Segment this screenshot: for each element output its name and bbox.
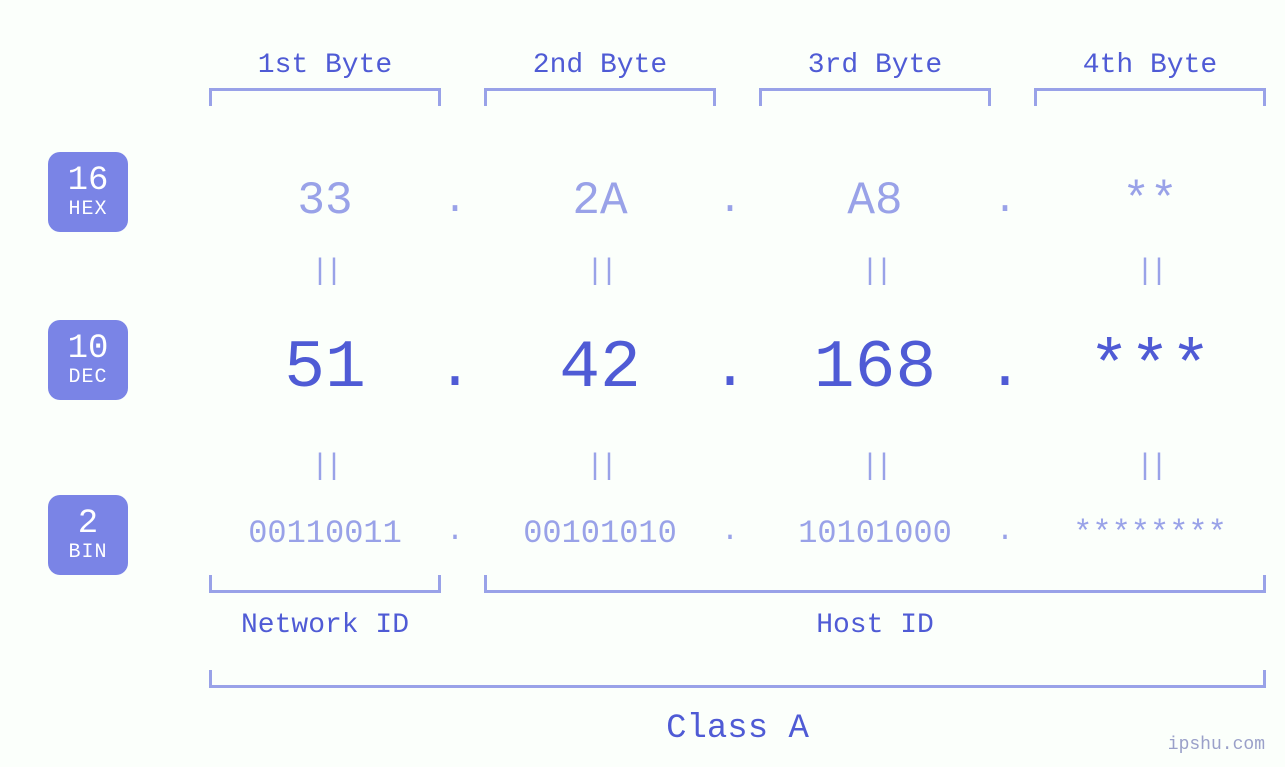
dec-dot-1: . <box>435 336 475 404</box>
bin-byte-4: ******** <box>1030 515 1270 552</box>
eq-hexdec-1: || <box>205 255 445 289</box>
dec-byte-3: 168 <box>755 330 995 407</box>
host-id-label: Host ID <box>480 610 1270 641</box>
dec-badge: 10DEC <box>48 320 128 400</box>
eq-hexdec-2: || <box>480 255 720 289</box>
dec-byte-2: 42 <box>480 330 720 407</box>
eq-decbin-3: || <box>755 450 995 484</box>
class-label: Class A <box>205 710 1270 748</box>
byte-bracket-3 <box>759 88 991 106</box>
byte-bracket-1 <box>209 88 441 106</box>
badge-label: BIN <box>68 542 107 563</box>
hex-badge: 16HEX <box>48 152 128 232</box>
network-id-bracket <box>209 575 441 593</box>
dec-byte-1: 51 <box>205 330 445 407</box>
byte-label-3: 3rd Byte <box>755 50 995 81</box>
eq-decbin-2: || <box>480 450 720 484</box>
hex-byte-4: ** <box>1030 175 1270 227</box>
hex-byte-1: 33 <box>205 175 445 227</box>
bin-badge: 2BIN <box>48 495 128 575</box>
hex-dot-3: . <box>985 179 1025 224</box>
dec-dot-3: . <box>985 336 1025 404</box>
bin-byte-3: 10101000 <box>755 515 995 552</box>
hex-byte-2: 2A <box>480 175 720 227</box>
bin-dot-2: . <box>710 515 750 549</box>
hex-byte-3: A8 <box>755 175 995 227</box>
bin-dot-3: . <box>985 515 1025 549</box>
byte-bracket-4 <box>1034 88 1266 106</box>
bin-dot-1: . <box>435 515 475 549</box>
badge-base: 10 <box>68 332 109 368</box>
dec-byte-4: *** <box>1030 330 1270 407</box>
badge-base: 2 <box>78 507 98 543</box>
bin-byte-1: 00110011 <box>205 515 445 552</box>
class-bracket <box>209 670 1266 688</box>
badge-label: DEC <box>68 367 107 388</box>
eq-decbin-4: || <box>1030 450 1270 484</box>
badge-base: 16 <box>68 164 109 200</box>
host-id-bracket <box>484 575 1266 593</box>
eq-decbin-1: || <box>205 450 445 484</box>
hex-dot-2: . <box>710 179 750 224</box>
byte-label-4: 4th Byte <box>1030 50 1270 81</box>
watermark: ipshu.com <box>1168 735 1265 755</box>
badge-label: HEX <box>68 199 107 220</box>
hex-dot-1: . <box>435 179 475 224</box>
bin-byte-2: 00101010 <box>480 515 720 552</box>
byte-label-2: 2nd Byte <box>480 50 720 81</box>
network-id-label: Network ID <box>205 610 445 641</box>
byte-bracket-2 <box>484 88 716 106</box>
eq-hexdec-4: || <box>1030 255 1270 289</box>
dec-dot-2: . <box>710 336 750 404</box>
eq-hexdec-3: || <box>755 255 995 289</box>
byte-label-1: 1st Byte <box>205 50 445 81</box>
